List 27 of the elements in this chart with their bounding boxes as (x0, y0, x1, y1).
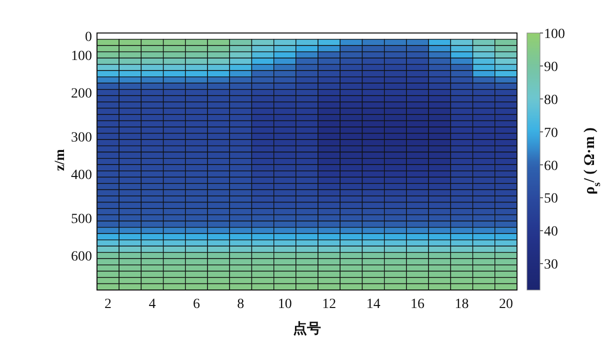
y-tick-label: 400 (71, 168, 92, 184)
y-tick-label: 300 (71, 130, 92, 146)
y-tick-label: 200 (71, 86, 92, 102)
y-tick-label: 600 (71, 250, 92, 265)
x-tick-label: 8 (237, 297, 244, 312)
x-tick-label: 6 (192, 297, 200, 312)
color-bar-label: 30 (544, 258, 558, 273)
y-axis-title: z/m (53, 148, 68, 171)
color-bar-label: 100 (544, 27, 565, 42)
color-bar-label: 60 (544, 158, 558, 174)
y-tick-label: 100 (71, 48, 92, 64)
y-tick-label: 500 (71, 212, 92, 227)
x-tick-label: 16 (410, 297, 425, 312)
x-tick-label: 20 (498, 297, 513, 312)
color-bar-label: 90 (544, 60, 558, 75)
color-bar-label: 80 (544, 92, 558, 108)
x-tick-label: 14 (366, 297, 380, 312)
x-tick-label: 12 (322, 297, 336, 312)
x-tick-label: 18 (454, 297, 469, 312)
x-tick-label: 10 (278, 297, 292, 312)
x-axis-title: 点号 (293, 321, 321, 337)
y-tick-label: 0 (85, 30, 92, 46)
color-bar-label: 50 (544, 192, 558, 207)
x-tick-label: 4 (148, 297, 156, 312)
x-tick-label: 2 (104, 297, 112, 312)
color-bar-label: 40 (544, 224, 558, 240)
color-bar-label: 70 (544, 126, 558, 141)
